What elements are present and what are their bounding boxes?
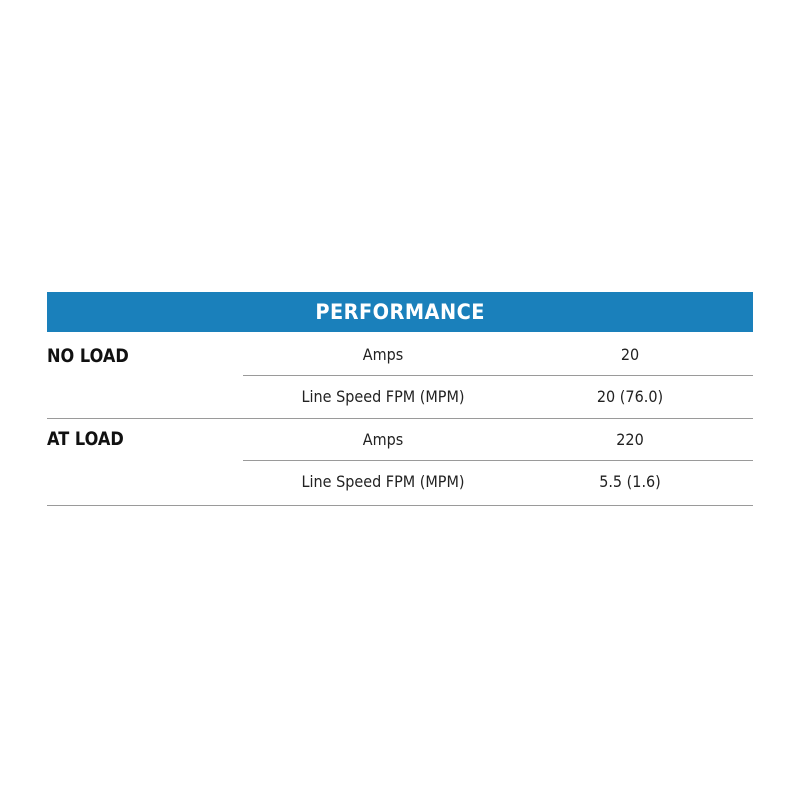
- row-divider: [243, 375, 753, 376]
- row-value: 220: [616, 430, 644, 449]
- row-label: Line Speed FPM (MPM): [301, 387, 465, 406]
- row-value: 5.5 (1.6): [599, 472, 661, 491]
- group-divider: [47, 505, 753, 506]
- group-label-no-load: NO LOAD: [47, 345, 129, 367]
- group-label-at-load: AT LOAD: [47, 428, 124, 450]
- row-value: 20: [620, 345, 640, 364]
- table-title-bar: PERFORMANCE: [47, 292, 753, 332]
- row-label: Line Speed FPM (MPM): [301, 472, 465, 491]
- row-label: Amps: [362, 430, 404, 449]
- row-divider: [243, 460, 753, 461]
- row-label: Amps: [362, 345, 404, 364]
- row-value: 20 (76.0): [596, 387, 664, 406]
- table-title: PERFORMANCE: [315, 300, 485, 324]
- group-divider: [47, 418, 753, 419]
